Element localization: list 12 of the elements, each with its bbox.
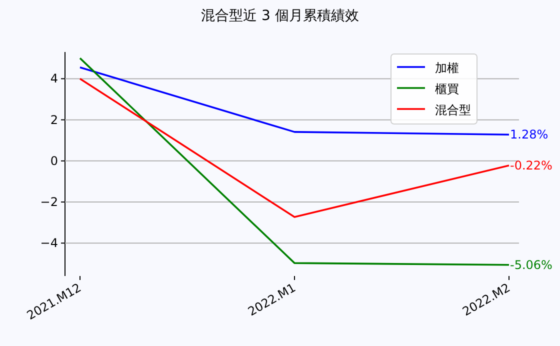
y-tick-label: 0 (50, 154, 58, 168)
legend-label: 混合型 (435, 103, 471, 117)
chart-title: 混合型近 3 個月累積績效 (201, 8, 359, 24)
legend-label: 加權 (435, 61, 459, 75)
y-tick-label: 4 (50, 72, 58, 86)
y-tick-label: −4 (40, 236, 58, 250)
data-label: -0.22% (510, 158, 552, 172)
y-tick-label: −2 (40, 195, 58, 210)
data-label: 1.28% (510, 128, 548, 142)
data-label: -5.06% (510, 258, 552, 272)
y-tick-label: 2 (50, 112, 58, 127)
legend-label: 櫃買 (435, 82, 459, 96)
